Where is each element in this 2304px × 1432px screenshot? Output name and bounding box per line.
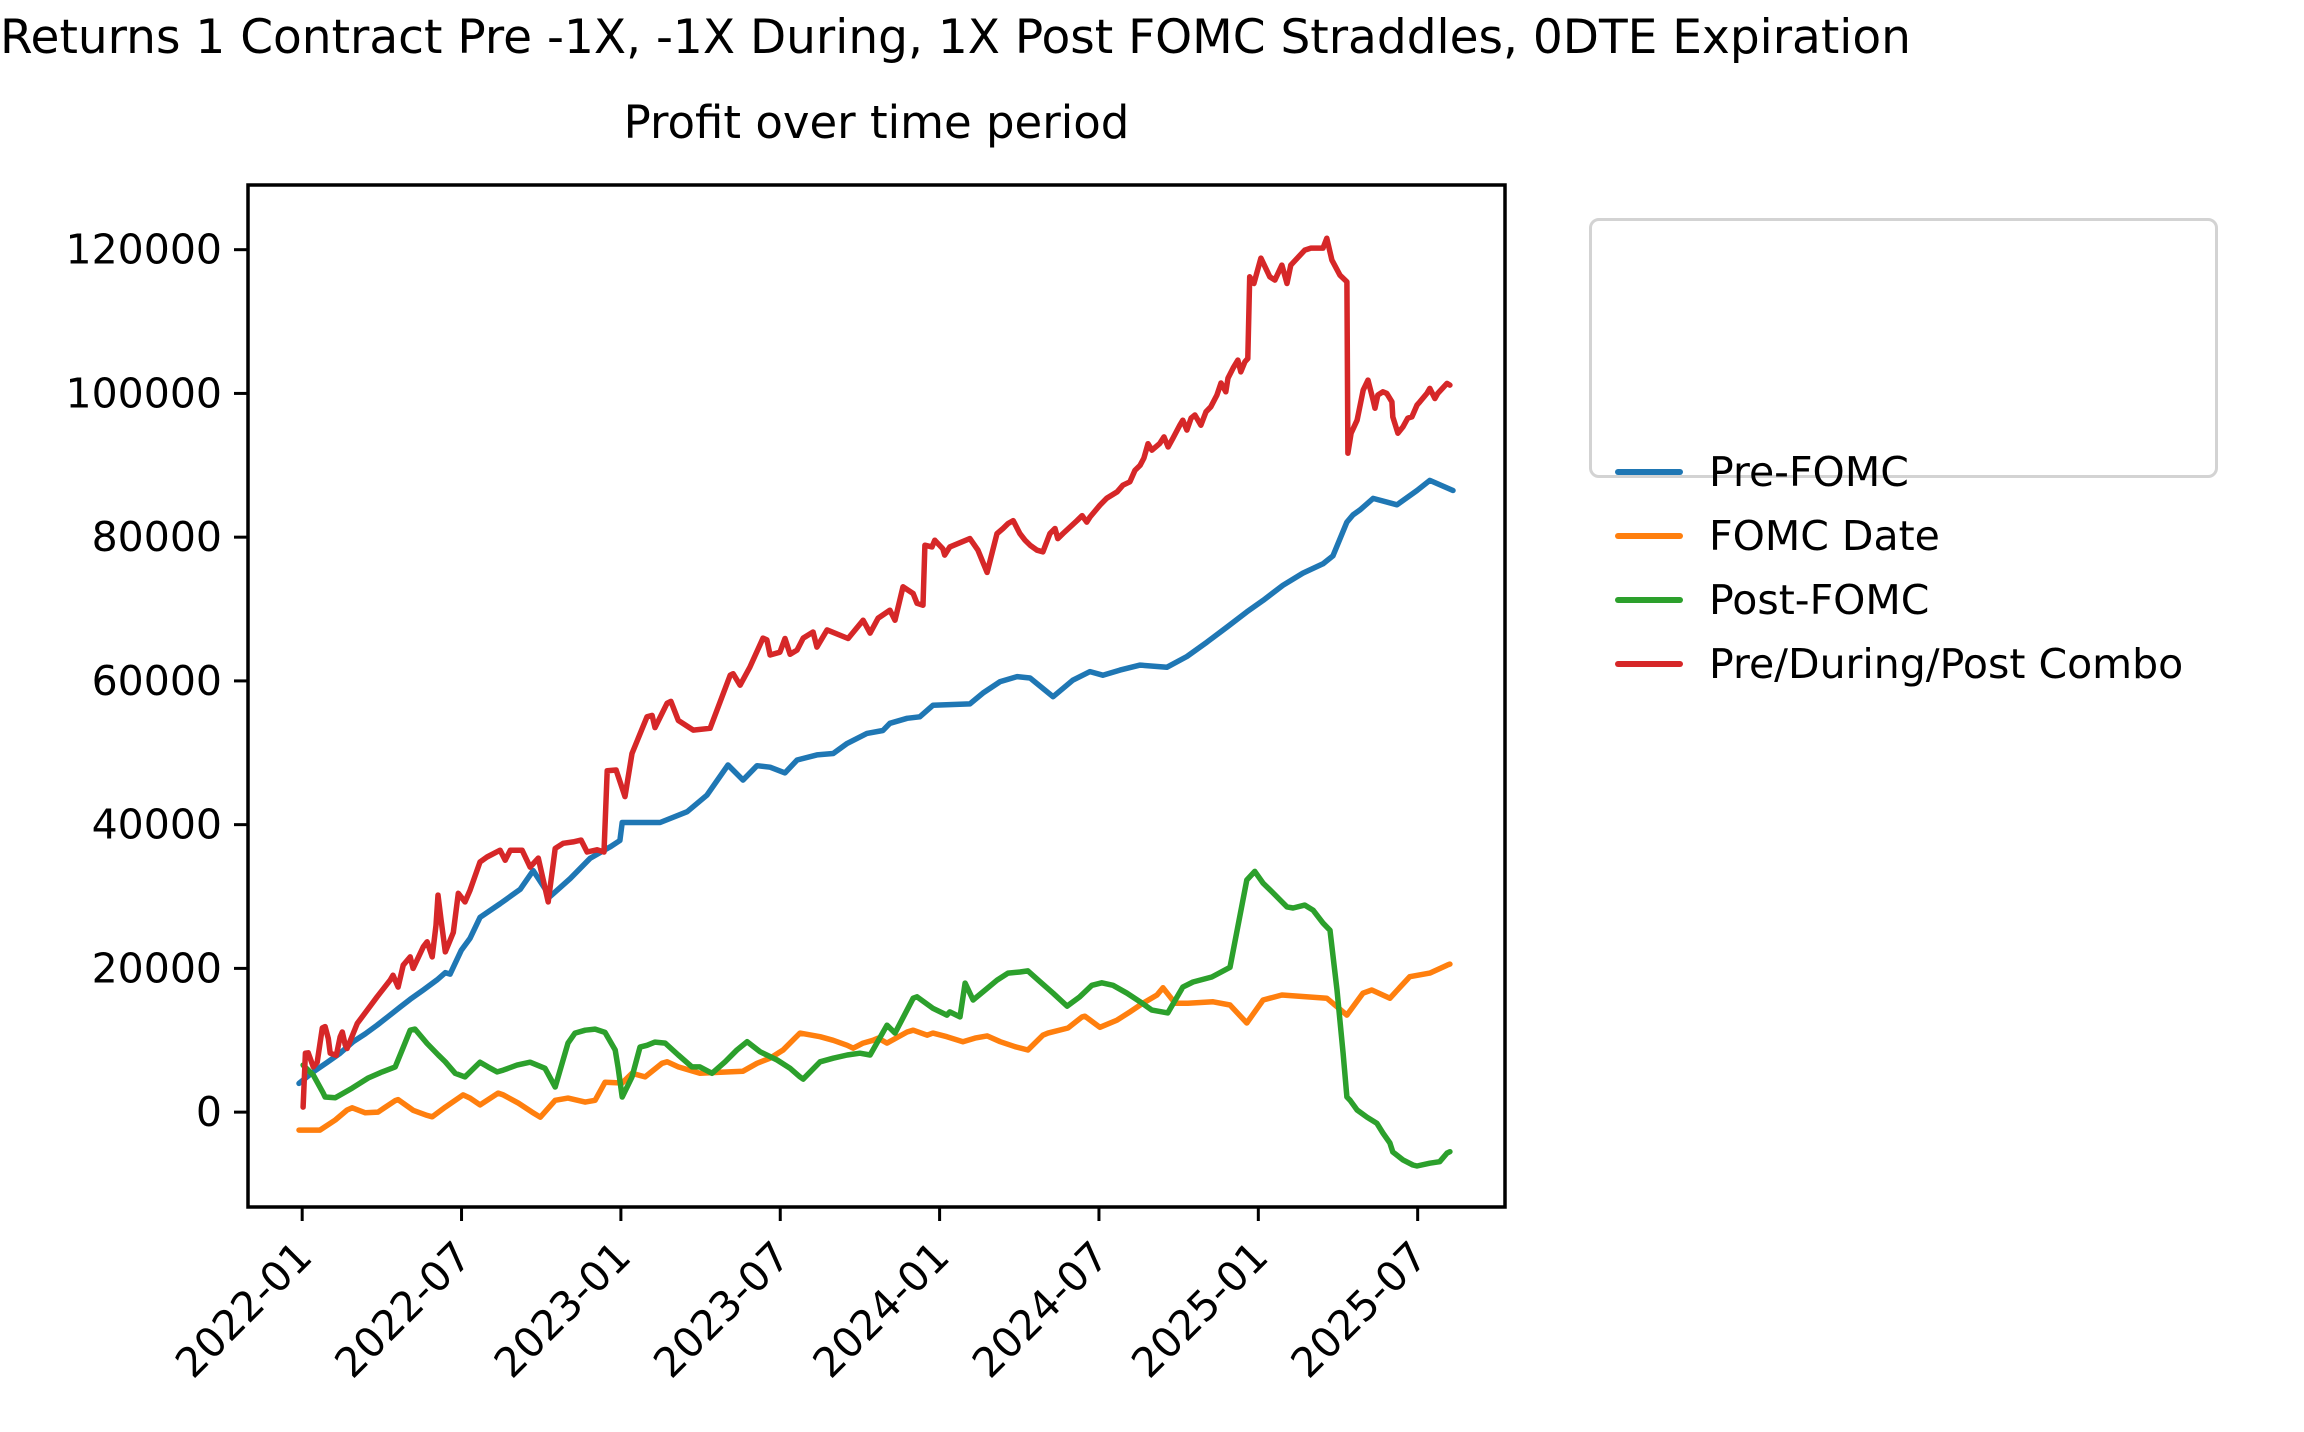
x-tick-label: 2024-07 — [963, 1232, 1118, 1387]
x-tick-label: 2022-01 — [166, 1232, 321, 1387]
legend-line-combo — [1615, 661, 1683, 667]
legend-label: Post-FOMC — [1709, 576, 1930, 624]
y-tick-label: 20000 — [92, 944, 222, 992]
x-tick-label: 2025-07 — [1282, 1232, 1437, 1387]
series-line-pre-during-post-combo — [300, 235, 1453, 1110]
legend-line-post-fomc — [1615, 597, 1683, 603]
series-line-pre-fomc — [296, 477, 1456, 1087]
y-tick-label: 120000 — [65, 226, 222, 274]
figure-title: Returns 1 Contract Pre -1X, -1X During, … — [0, 10, 1911, 65]
y-tick-label: 100000 — [65, 369, 222, 417]
legend-line-pre-fomc — [1615, 469, 1683, 475]
series-line-fomc-date — [296, 961, 1453, 1133]
legend-item-post-fomc: Post-FOMC — [1592, 568, 2215, 632]
legend-item-pre-fomc: Pre-FOMC — [1592, 440, 2215, 504]
y-tick-label: 80000 — [92, 513, 222, 561]
x-tick-label: 2022-07 — [326, 1232, 481, 1387]
x-tick-label: 2023-07 — [644, 1232, 799, 1387]
axes-title: Profit over time period — [623, 96, 1130, 149]
x-tick-label: 2024-01 — [804, 1232, 959, 1387]
legend-line-fomc-date — [1615, 533, 1683, 539]
y-tick-label: 40000 — [92, 801, 222, 849]
legend-label: Pre/During/Post Combo — [1709, 640, 2184, 688]
x-tick-label: 2023-01 — [485, 1232, 640, 1387]
series-line-post-fomc — [300, 868, 1453, 1169]
plot-box — [246, 183, 1507, 1209]
y-tick-label: 60000 — [92, 657, 222, 705]
legend-item-fomc-date: FOMC Date — [1592, 504, 2215, 568]
x-tick-label: 2025-01 — [1122, 1232, 1277, 1387]
legend: Pre-FOMC FOMC Date Post-FOMC Pre/During/… — [1589, 218, 2218, 688]
legend-label: Pre-FOMC — [1709, 448, 1909, 496]
legend-label: FOMC Date — [1709, 512, 1940, 560]
legend-item-combo: Pre/During/Post Combo — [1592, 632, 2215, 696]
y-tick-label: 0 — [196, 1088, 222, 1136]
